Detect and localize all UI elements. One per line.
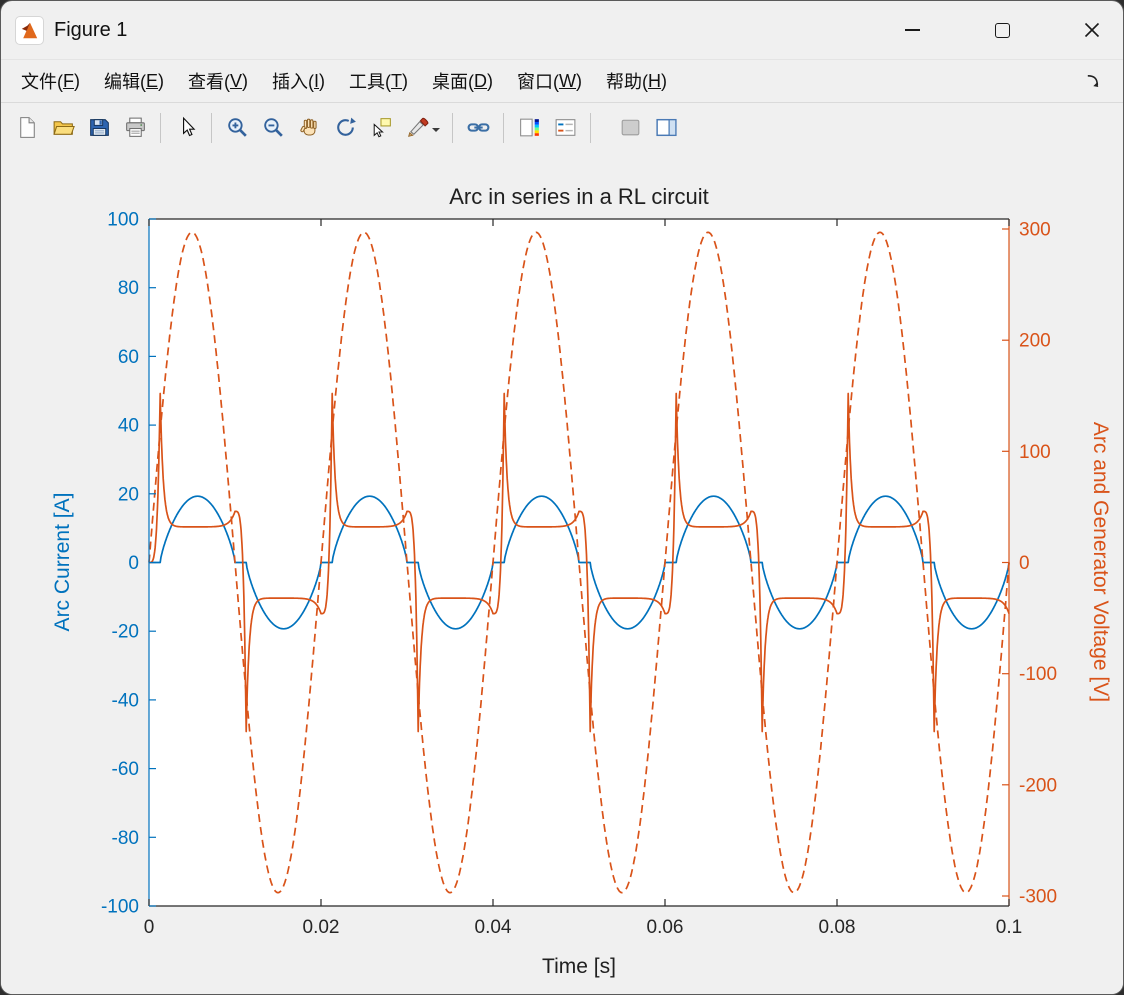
left-y-tick-label: 80: [118, 278, 139, 299]
print-figure-button[interactable]: [118, 111, 152, 145]
toolbar-separator: [503, 112, 504, 143]
x-tick-label: 0: [144, 917, 155, 938]
left-y-tick-label: 0: [128, 553, 139, 574]
colorbar-icon: [519, 118, 539, 137]
menu-tools[interactable]: 工具(T): [349, 70, 409, 93]
toolbar-separator: [160, 112, 161, 143]
insert-legend-button[interactable]: [548, 111, 582, 145]
menu-view[interactable]: 查看(V): [188, 70, 249, 93]
toolbar-separator: [211, 112, 212, 143]
show-plot-tools-button[interactable]: [649, 111, 683, 145]
pan-button[interactable]: [292, 111, 326, 145]
minimize-icon: [904, 29, 920, 31]
brush-dropdown-caret[interactable]: [431, 127, 440, 136]
open-folder-icon: [52, 121, 75, 135]
series-generator-voltage: [148, 231, 1010, 894]
hide-plot-tools-icon: [621, 119, 639, 136]
open-file-button[interactable]: [46, 111, 80, 145]
maximize-button[interactable]: [971, 1, 1033, 59]
chart-title: Arc in series in a RL circuit: [449, 184, 709, 209]
menu-desktop[interactable]: 桌面(D): [432, 70, 494, 93]
right-y-tick-label: 200: [1019, 331, 1051, 352]
insert-colorbar-button[interactable]: [512, 111, 546, 145]
right-y-tick-label: 100: [1019, 442, 1051, 463]
data-cursor-button[interactable]: [364, 111, 398, 145]
menu-insert[interactable]: 插入(I): [272, 70, 326, 93]
zoom-in-icon: [227, 118, 247, 137]
window-title: Figure 1: [54, 18, 128, 41]
x-tick-label: 0.08: [819, 917, 856, 938]
toolbar-separator: [590, 112, 591, 143]
chart-plot: 0 0.02 0.04 0.06 0.08 0.1100806040200-20-40-6…: [101, 210, 1057, 939]
toolbar: [1, 103, 1123, 153]
x-tick-label: 0.06: [647, 917, 684, 938]
hide-plot-tools-button[interactable]: [613, 111, 647, 145]
save-figure-button[interactable]: [82, 111, 116, 145]
right-y-tick-label: -100: [1019, 664, 1057, 685]
edit-plot-button[interactable]: [169, 111, 203, 145]
right-y-tick-label: 300: [1019, 220, 1051, 241]
figure-canvas: 0 0.02 0.04 0.06 0.08 0.1 100 80 60 40 20 0 -20 -40 -6…: [1, 151, 1123, 994]
menu-window[interactable]: 窗口(W): [517, 70, 583, 93]
series-arc-voltage: [148, 392, 1010, 733]
save-floppy-icon: [89, 119, 109, 136]
x-tick-label: 0.1: [996, 917, 1022, 938]
pan-hand-icon: [299, 118, 317, 136]
zoom-out-icon: [263, 118, 283, 137]
data-cursor-icon: [373, 118, 391, 138]
right-y-tick-label: -300: [1019, 887, 1057, 908]
arrow-pointer-icon: [182, 116, 195, 137]
dock-figure-icon: [1087, 74, 1099, 87]
left-y-tick-label: 60: [118, 347, 139, 368]
link-plot-button[interactable]: [461, 111, 495, 145]
rotate-3d-icon: [336, 117, 356, 136]
close-button[interactable]: [1061, 1, 1123, 59]
minimize-button[interactable]: [881, 1, 943, 59]
left-y-tick-label: 40: [118, 416, 139, 437]
left-y-tick-label: -40: [112, 690, 139, 711]
zoom-out-button[interactable]: [256, 111, 290, 145]
left-y-axis-label: Arc Current [A]: [51, 492, 74, 632]
left-y-tick-label: -100: [101, 897, 139, 918]
x-tick-label: 0.02: [303, 917, 340, 938]
menu-file[interactable]: 文件(F): [21, 70, 80, 93]
toolbar-separator: [452, 112, 453, 143]
menu-edit[interactable]: 编辑(E): [104, 70, 165, 93]
new-document-icon: [19, 117, 35, 138]
right-y-tick-label: 0: [1019, 553, 1030, 574]
show-plot-tools-icon: [655, 118, 677, 137]
brush-icon: [407, 117, 428, 137]
zoom-in-button[interactable]: [220, 111, 254, 145]
left-y-tick-label: 20: [118, 484, 139, 505]
menu-bar: 文件(F) 编辑(E) 查看(V) 插入(I) 工具(T) 桌面(D) 窗口(W) 帮助(H): [1, 59, 1123, 103]
printer-icon: [125, 117, 145, 137]
left-y-tick-label: -60: [112, 759, 139, 780]
title-bar[interactable]: Figure 1: [1, 1, 1123, 59]
legend-icon: [555, 119, 575, 136]
rotate-3d-button[interactable]: [328, 111, 362, 145]
left-y-tick-label: 100: [107, 210, 139, 231]
x-axis-label: Time [s]: [542, 955, 616, 978]
new-figure-button[interactable]: [10, 111, 44, 145]
left-y-tick-label: -20: [112, 622, 139, 643]
left-y-tick-label: -80: [112, 828, 139, 849]
right-y-axis-label: Arc and Generator Voltage [V]: [1089, 421, 1112, 703]
link-chain-icon: [467, 123, 489, 132]
window-controls: [853, 1, 1123, 59]
dock-figure-button[interactable]: [1084, 72, 1103, 91]
close-icon: [1084, 22, 1100, 38]
brush-data-button[interactable]: [400, 111, 444, 145]
menu-help[interactable]: 帮助(H): [606, 70, 668, 93]
maximize-icon: [994, 22, 1010, 38]
right-y-tick-label: -200: [1019, 775, 1057, 796]
series-arc-current: [149, 495, 1010, 630]
matlab-figure-icon: [15, 15, 44, 45]
x-tick-label: 0.04: [475, 917, 512, 938]
